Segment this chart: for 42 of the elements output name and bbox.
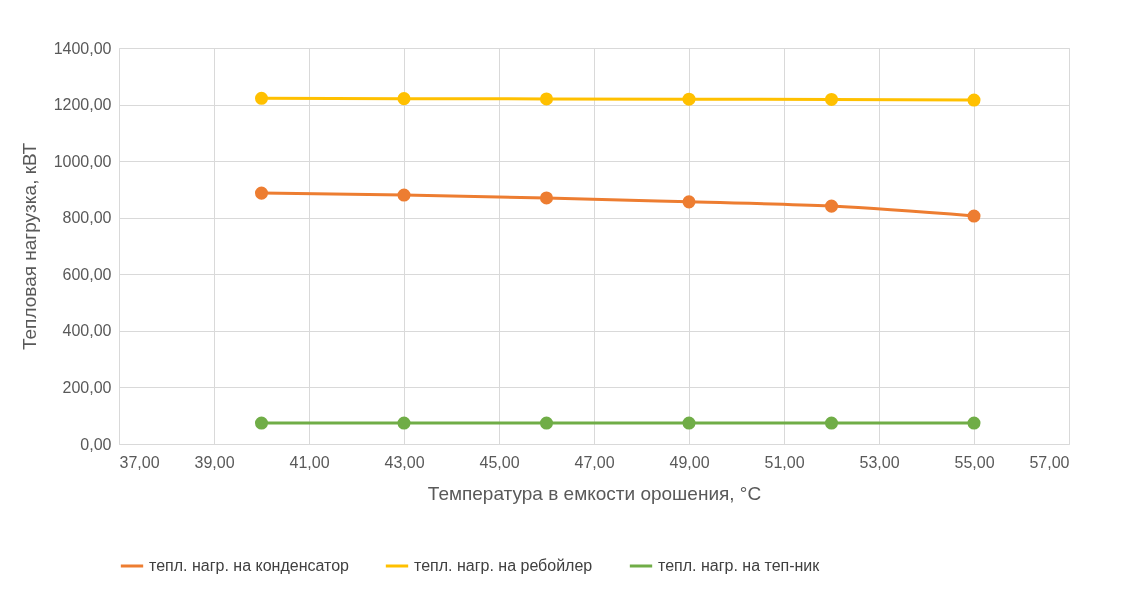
y-axis-title: Тепловая нагрузка, кВТ (18, 142, 40, 351)
point (967, 93, 981, 107)
point (682, 92, 696, 106)
x-tick-label: 39,00 (194, 453, 235, 471)
point (539, 92, 554, 106)
point (397, 188, 411, 202)
x-tick-label: 51,00 (764, 453, 805, 471)
legend-label: тепл. нагр. на теп-ник (658, 557, 821, 574)
x-tick-label: 55,00 (954, 453, 995, 471)
x-tick-label: 37,00 (119, 453, 160, 471)
y-tick-label: 400,00 (62, 322, 112, 340)
x-tick-label: 45,00 (479, 453, 520, 471)
y-tick-label: 200,00 (62, 378, 112, 396)
x-tick-label: 49,00 (669, 453, 710, 471)
point (397, 92, 411, 106)
y-tick-label: 800,00 (62, 209, 112, 227)
y-tick-label: 0,00 (80, 435, 112, 453)
x-tick-label: 41,00 (289, 453, 330, 471)
point (967, 209, 981, 223)
point (539, 416, 554, 430)
legend-label: тепл. нагр. на ребойлер (414, 557, 593, 574)
x-tick-label: 57,00 (1029, 453, 1070, 471)
x-tick-label: 53,00 (859, 453, 900, 471)
point (682, 416, 696, 430)
x-tick-label: 43,00 (384, 453, 425, 471)
x-axis-title: Температура в емкости орошения, °C (427, 482, 762, 504)
legend-label: тепл. нагр. на конденсатор (149, 557, 350, 574)
point (254, 91, 269, 105)
y-tick-label: 600,00 (62, 265, 112, 283)
point (254, 186, 269, 200)
point (824, 92, 839, 106)
y-tick-label: 1400,00 (53, 39, 112, 57)
point (824, 199, 839, 213)
y-tick-label: 1200,00 (53, 96, 112, 114)
point (824, 416, 839, 430)
point (254, 416, 269, 430)
x-tick-label: 47,00 (574, 453, 615, 471)
y-tick-label: 1000,00 (53, 152, 112, 170)
point (539, 191, 554, 205)
point (967, 416, 981, 430)
point (682, 195, 696, 209)
point (397, 416, 411, 430)
